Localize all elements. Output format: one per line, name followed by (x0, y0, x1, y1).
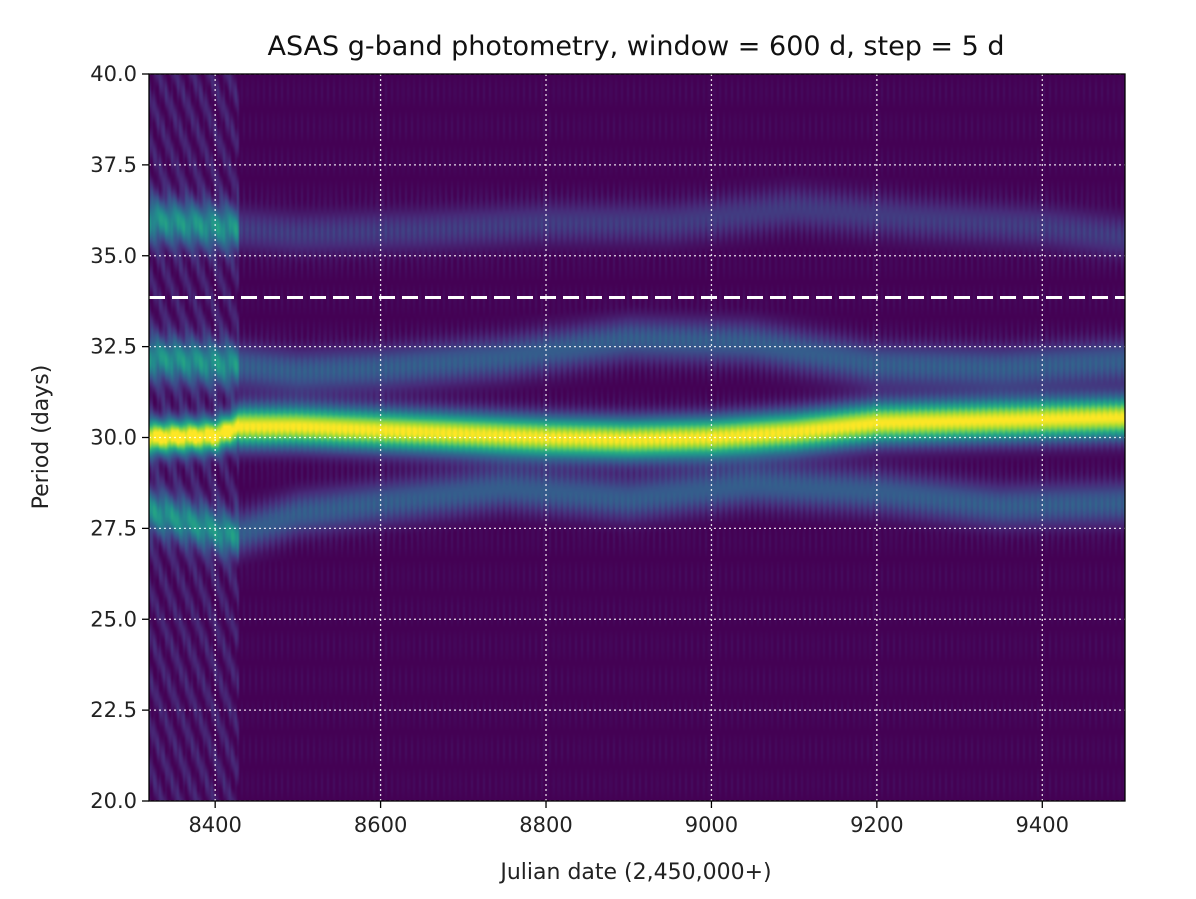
y-tick-label: 30.0 (90, 426, 137, 450)
x-tick-label: 8400 (188, 813, 241, 837)
y-axis-label: Period (days) (29, 365, 54, 510)
y-axis: 20.0 22.5 25.0 27.5 30.0 32.5 35.0 37.5 40.0 (90, 62, 149, 813)
y-tick-label: 25.0 (90, 607, 137, 631)
y-tick-label: 22.5 (90, 698, 137, 722)
y-tick-label: 20.0 (90, 789, 137, 813)
y-tick-label: 35.0 (90, 244, 137, 268)
x-tick-label: 9200 (850, 813, 903, 837)
x-tick-label: 8600 (354, 813, 407, 837)
chart-title: ASAS g-band photometry, window = 600 d, … (267, 31, 1004, 62)
x-tick-label: 9000 (685, 813, 738, 837)
x-tick-label: 9400 (1016, 813, 1069, 837)
x-axis-label: Julian date (2,450,000+) (498, 860, 771, 885)
y-tick-label: 32.5 (90, 335, 137, 359)
y-tick-label: 40.0 (90, 62, 137, 86)
heatmap-image (149, 74, 1125, 801)
x-axis: 8400 8600 8800 9000 9200 9400 (188, 801, 1069, 837)
x-tick-label: 8800 (519, 813, 572, 837)
y-tick-label: 37.5 (90, 153, 137, 177)
y-tick-label: 27.5 (90, 516, 137, 540)
grid-lines (149, 73, 1125, 802)
